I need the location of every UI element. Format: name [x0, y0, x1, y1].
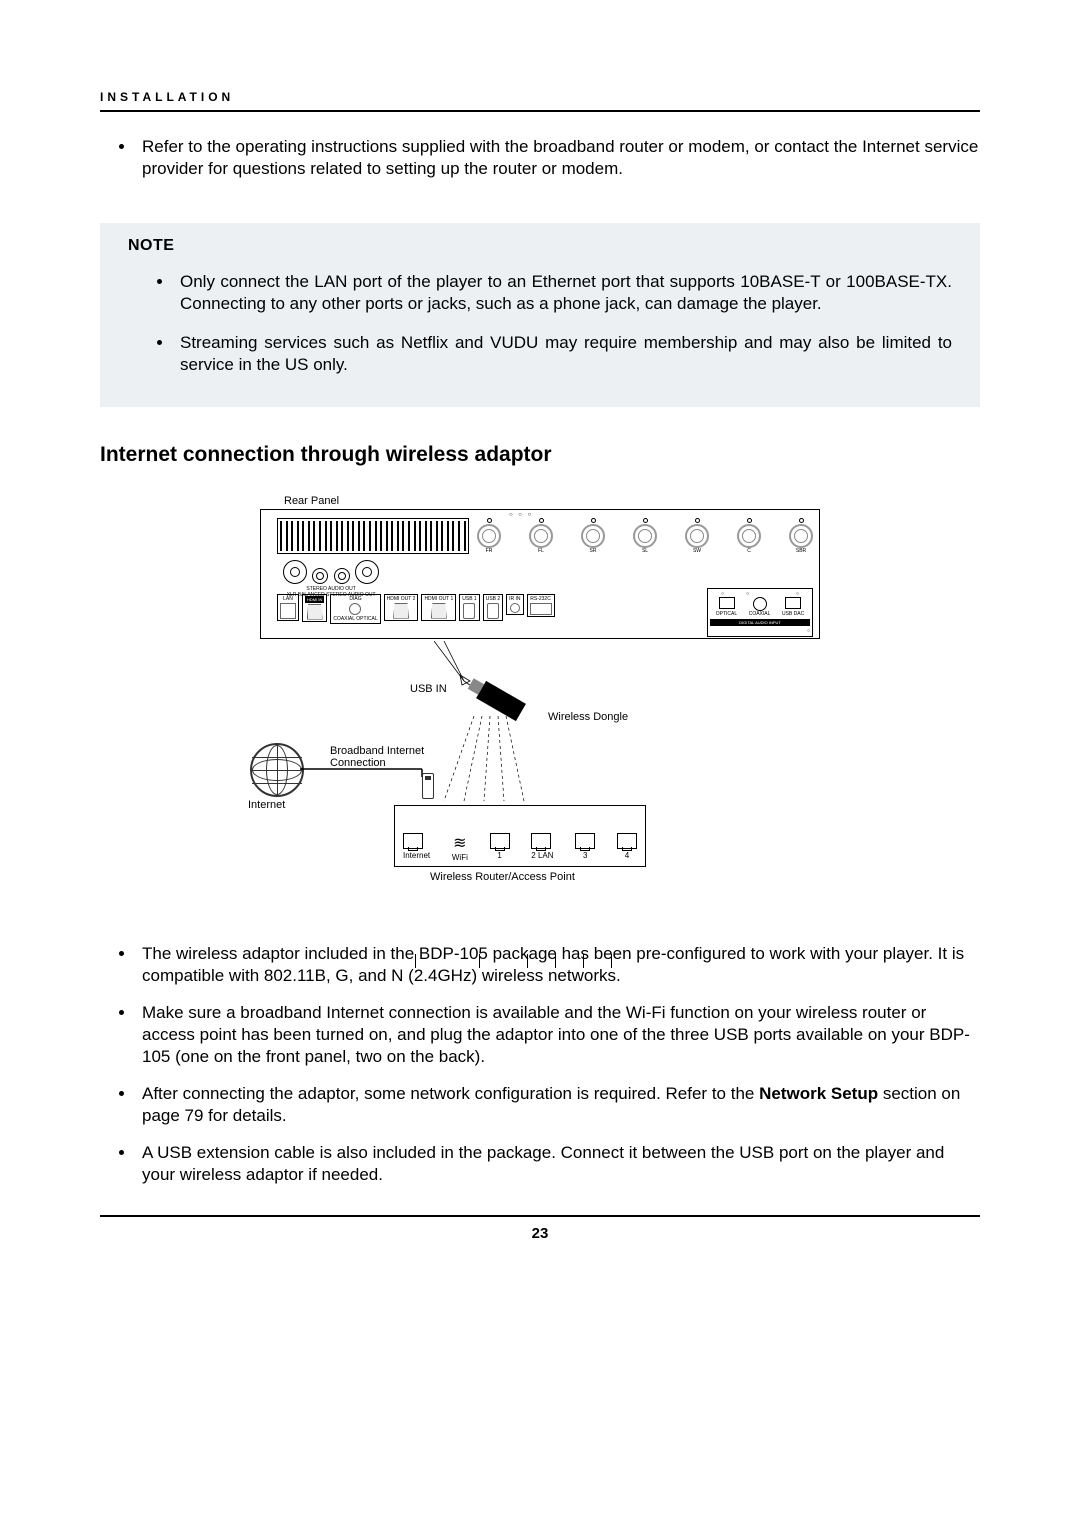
body-bullet: After connecting the adaptor, some netwo… [136, 1083, 980, 1128]
vent-grille-icon [277, 518, 469, 554]
connection-diagram: USB IN Wireless Dongle Internet Broadban… [260, 643, 820, 903]
port-label: DIAG [349, 596, 361, 602]
router-port-label: 4 [617, 851, 637, 860]
port-label: USB 1 [462, 596, 476, 602]
analog-out-row: FR FL SR SL SW C SBR [477, 516, 813, 556]
body-bullet: A USB extension cable is also included i… [136, 1142, 980, 1187]
wireless-dongle-label: Wireless Dongle [548, 711, 628, 723]
rca-jack-icon [312, 568, 328, 584]
coax-opt-label: COAXIAL OPTICAL [333, 616, 377, 622]
digin-label: USB DAC [782, 611, 804, 617]
router-illustration: Internet ≋WiFi 1 2 LAN 3 4 [394, 805, 646, 867]
rule-top [100, 110, 980, 112]
port-label: RS-232C [530, 596, 551, 602]
coax-port-icon [753, 597, 767, 611]
note-list: Only connect the LAN port of the player … [128, 271, 952, 377]
intro-bullet: Refer to the operating instructions supp… [136, 136, 980, 181]
lan-port-icon [280, 603, 296, 619]
wiring-diagram: Rear Panel ○ ○ ○ FR FL SR SL SW C SBR [260, 495, 820, 903]
xlr-jack-icon [283, 560, 307, 584]
knob-label: SBR [789, 548, 813, 554]
body-list: The wireless adaptor included in the BDP… [100, 943, 980, 1187]
note-bullet: Streaming services such as Netflix and V… [174, 332, 952, 377]
usb-port-icon [463, 603, 475, 619]
mid-port-row: LAN HDMI IN DIAG COAXIAL OPTICAL HDMI OUT… [277, 594, 707, 630]
hdmi-port-icon [393, 603, 409, 619]
router-lan-label: LAN [538, 851, 554, 860]
digin-label: OPTICAL [716, 611, 737, 617]
router-port-row: Internet ≋WiFi 1 2 LAN 3 4 [403, 833, 637, 862]
hdmi-port-icon [307, 604, 323, 620]
broadband-label: Broadband Internet Connection [330, 745, 450, 769]
knob-label: C [737, 548, 761, 554]
router-caption: Wireless Router/Access Point [430, 871, 575, 883]
intro-list: Refer to the operating instructions supp… [100, 136, 980, 181]
body-bullet: The wireless adaptor included in the BDP… [136, 943, 980, 988]
ethernet-port-icon [403, 833, 423, 849]
usb-in-label: USB IN [410, 683, 447, 695]
internet-label: Internet [248, 799, 285, 811]
knob-label: FR [477, 548, 501, 554]
ethernet-port-icon [531, 833, 551, 849]
router-port-label: 2 [531, 851, 535, 860]
hdmi-port-icon [431, 603, 447, 619]
rear-panel-label: Rear Panel [284, 495, 820, 507]
modem-icon [422, 773, 434, 799]
ethernet-port-icon [575, 833, 595, 849]
knob-label: FL [529, 548, 553, 554]
ir-port-icon [510, 603, 520, 613]
port-label: HDMI OUT 1 [424, 596, 453, 602]
note-box: NOTE Only connect the LAN port of the pl… [100, 223, 980, 407]
body-bullet: Make sure a broadband Internet connectio… [136, 1002, 980, 1069]
port-label: HDMI IN [305, 596, 324, 603]
stereo-xlr-group: STEREO AUDIO OUT XLR BALANCED STEREO AUD… [281, 560, 381, 598]
knob-label: SR [581, 548, 605, 554]
port-label: USB 2 [486, 596, 500, 602]
port-label: IR IN [509, 596, 520, 602]
router-port-label: WiFi [452, 853, 468, 862]
usbdac-port-icon [785, 597, 801, 609]
digin-header: DIGITAL AUDIO INPUT [710, 619, 810, 626]
knob-label: SL [633, 548, 657, 554]
digin-label: COAXIAL [749, 611, 771, 617]
section-header: INSTALLATION [100, 90, 980, 104]
usb-port-icon [487, 603, 499, 619]
optical-port-icon [719, 597, 735, 609]
router-port-label: Internet [403, 851, 430, 860]
router-port-label: 3 [575, 851, 595, 860]
rear-panel-illustration: ○ ○ ○ FR FL SR SL SW C SBR S [260, 509, 820, 639]
usb-callout-lines-icon [434, 641, 554, 805]
port-label: HDMI OUT 2 [387, 596, 416, 602]
ethernet-port-icon [490, 833, 510, 849]
note-title: NOTE [128, 237, 952, 255]
diag-port-icon [349, 603, 361, 615]
rs232-port-icon [530, 603, 552, 615]
ethernet-port-icon [617, 833, 637, 849]
port-label: LAN [283, 596, 293, 602]
knob-label: SW [685, 548, 709, 554]
xlr-jack-icon [355, 560, 379, 584]
page-number: 23 [100, 1225, 980, 1242]
section-heading: Internet connection through wireless ada… [100, 443, 980, 467]
wifi-icon: ≋ [452, 833, 468, 853]
internet-globe-icon [250, 743, 304, 797]
digital-audio-input-group: ○○○○ OPTICAL COAXIAL USB DAC DIGITAL AUD… [707, 588, 813, 637]
rca-jack-icon [334, 568, 350, 584]
note-bullet: Only connect the LAN port of the player … [174, 271, 952, 316]
rule-bottom [100, 1215, 980, 1217]
router-port-label: 1 [490, 851, 510, 860]
